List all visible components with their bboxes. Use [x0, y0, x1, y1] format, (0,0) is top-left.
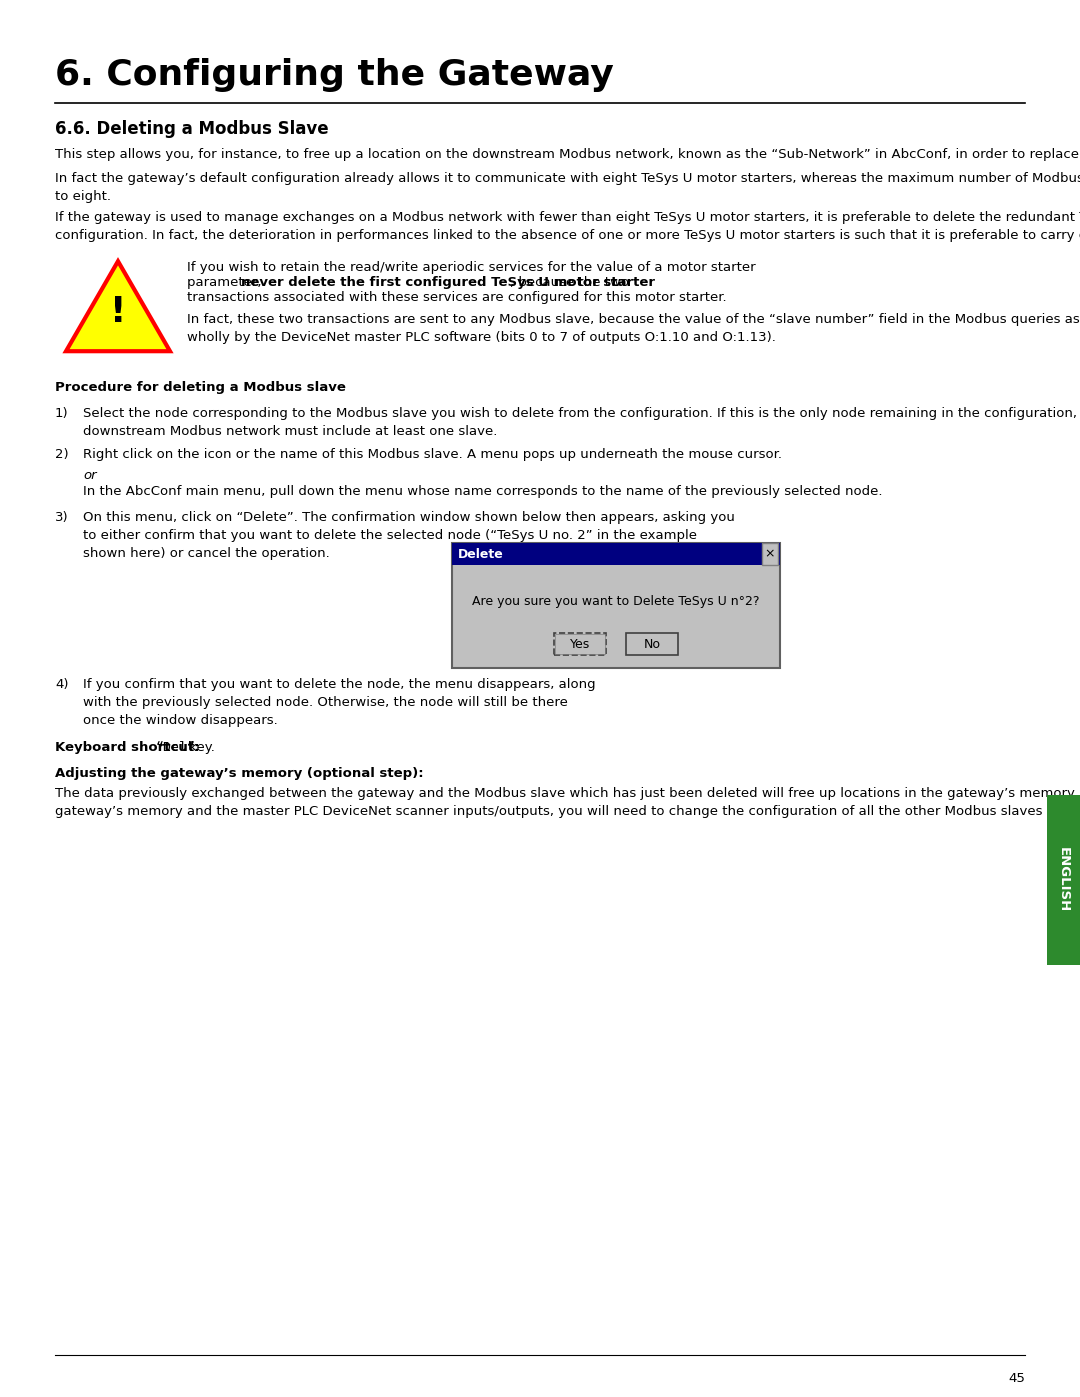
Text: In the AbcConf main menu, pull down the menu whose name corresponds to the name : In the AbcConf main menu, pull down the …: [83, 485, 882, 497]
Text: Delete: Delete: [458, 548, 503, 560]
Text: If you confirm that you want to delete the node, the menu disappears, along
with: If you confirm that you want to delete t…: [83, 678, 596, 728]
Text: 3): 3): [55, 511, 69, 524]
Text: This step allows you, for instance, to free up a location on the downstream Modb: This step allows you, for instance, to f…: [55, 148, 1080, 161]
Text: On this menu, click on “Delete”. The confirmation window shown below then appear: On this menu, click on “Delete”. The con…: [83, 511, 734, 560]
FancyBboxPatch shape: [453, 543, 780, 566]
Text: parameter,: parameter,: [187, 277, 266, 289]
Text: 6. Configuring the Gateway: 6. Configuring the Gateway: [55, 59, 613, 92]
Text: Select the node corresponding to the Modbus slave you wish to delete from the co: Select the node corresponding to the Mod…: [83, 407, 1080, 439]
FancyBboxPatch shape: [762, 543, 778, 566]
Bar: [1047, 795, 1080, 965]
Text: , because the two: , because the two: [510, 277, 629, 289]
Text: If you wish to retain the read/write aperiodic services for the value of a motor: If you wish to retain the read/write ape…: [187, 261, 756, 274]
Text: No: No: [644, 637, 661, 651]
Text: ENGLISH: ENGLISH: [1057, 848, 1070, 912]
Text: “Del”: “Del”: [157, 740, 197, 754]
Text: key.: key.: [185, 740, 215, 754]
Text: In fact the gateway’s default configuration already allows it to communicate wit: In fact the gateway’s default configurat…: [55, 172, 1080, 203]
Text: !: !: [110, 295, 126, 328]
Text: 1): 1): [55, 407, 69, 420]
FancyBboxPatch shape: [554, 633, 606, 655]
FancyBboxPatch shape: [453, 543, 780, 668]
Text: never delete the first configured TeSys U motor starter: never delete the first configured TeSys …: [241, 277, 654, 289]
Text: Yes: Yes: [570, 637, 590, 651]
FancyBboxPatch shape: [626, 633, 678, 655]
Text: Adjusting the gateway’s memory (optional step):: Adjusting the gateway’s memory (optional…: [55, 767, 423, 780]
Text: 4): 4): [55, 678, 68, 692]
Text: transactions associated with these services are configured for this motor starte: transactions associated with these servi…: [187, 291, 727, 305]
Text: ×: ×: [765, 548, 775, 560]
Text: Keyboard shortcut:: Keyboard shortcut:: [55, 740, 204, 754]
Text: The data previously exchanged between the gateway and the Modbus slave which has: The data previously exchanged between th…: [55, 787, 1080, 819]
Text: or: or: [83, 469, 96, 482]
Text: 2): 2): [55, 447, 69, 461]
Text: 45: 45: [1008, 1372, 1025, 1384]
Text: 6.6. Deleting a Modbus Slave: 6.6. Deleting a Modbus Slave: [55, 120, 328, 138]
Text: If the gateway is used to manage exchanges on a Modbus network with fewer than e: If the gateway is used to manage exchang…: [55, 211, 1080, 242]
Text: In fact, these two transactions are sent to any Modbus slave, because the value : In fact, these two transactions are sent…: [187, 313, 1080, 344]
Text: Are you sure you want to Delete TeSys U n°2?: Are you sure you want to Delete TeSys U …: [472, 595, 759, 608]
Text: Procedure for deleting a Modbus slave: Procedure for deleting a Modbus slave: [55, 381, 346, 394]
Text: Right click on the icon or the name of this Modbus slave. A menu pops up underne: Right click on the icon or the name of t…: [83, 447, 782, 461]
Polygon shape: [66, 261, 170, 351]
